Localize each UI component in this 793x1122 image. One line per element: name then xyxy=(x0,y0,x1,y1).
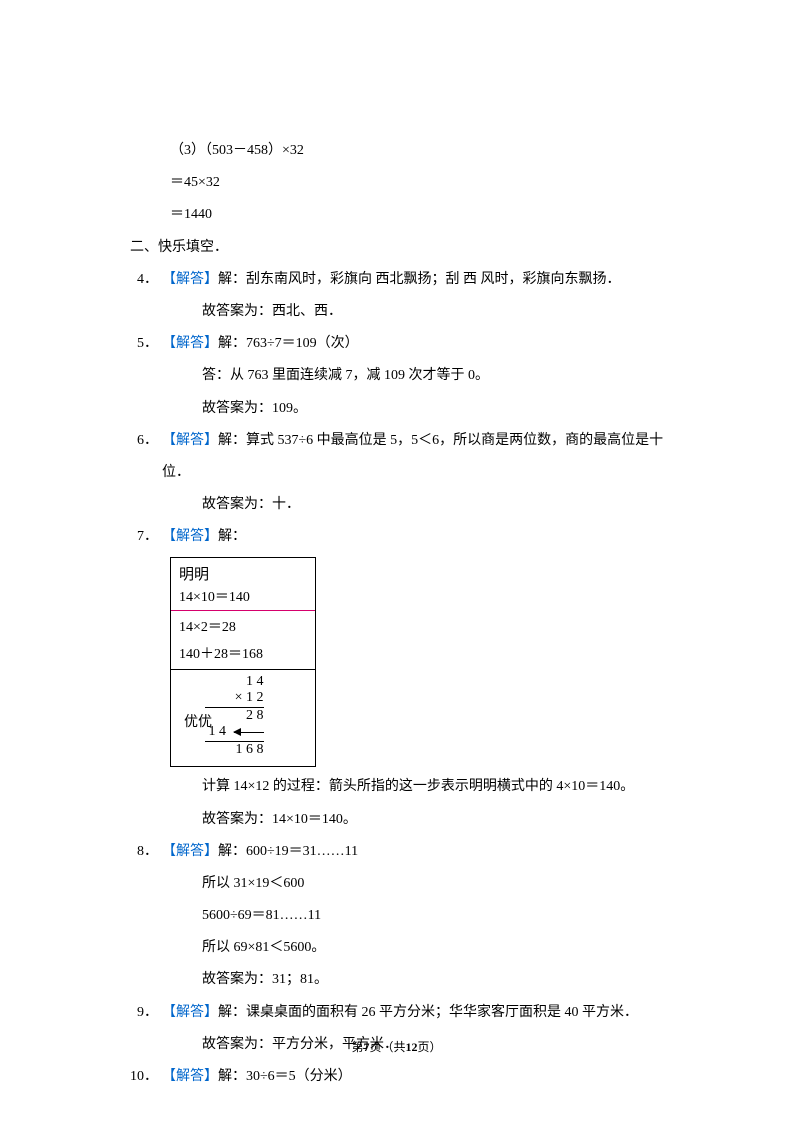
answer-text: 故答案为：31；81。 xyxy=(162,964,688,996)
arrow-icon xyxy=(234,732,264,733)
footer-text: 页） xyxy=(418,1040,442,1054)
calculation-figure: 明明 14×10＝140 14×2＝28 140＋28＝168 优优 1 4 ×… xyxy=(170,557,316,767)
question-5: 5． 【解答】解：763÷7＝109（次） 答：从 763 里面连续减 7，减 … xyxy=(130,328,688,425)
vertical-multiplication: 1 4 × 1 2 2 8 1 4 1 6 8 xyxy=(205,674,264,758)
answer-tag: 【解答】 xyxy=(162,272,218,287)
answer-line: 【解答】解：30÷6＝5（分米） xyxy=(162,1061,688,1093)
intro-line: ＝1440 xyxy=(130,199,688,231)
page-content: （3）（503－458）×32 ＝45×32 ＝1440 二、快乐填空． 4． … xyxy=(0,0,793,1093)
intro-line: ＝45×32 xyxy=(130,167,688,199)
vmul-row: 1 4 xyxy=(205,674,264,690)
question-number: 7． xyxy=(130,521,162,553)
question-7: 7． 【解答】解： xyxy=(130,521,688,553)
label-youyou: 优优 xyxy=(184,712,212,733)
question-number: 8． xyxy=(130,836,162,997)
divider xyxy=(171,669,315,670)
vmul-row: 2 8 xyxy=(205,708,264,724)
question-4: 4． 【解答】解：刮东南风时，彩旗向 西北飘扬；刮 西 风时，彩旗向东飘扬． 故… xyxy=(130,264,688,328)
answer-line: 【解答】解： xyxy=(162,521,688,553)
answer-text: 所以 69×81＜5600。 xyxy=(162,932,688,964)
answer-tag: 【解答】 xyxy=(162,336,218,351)
answer-text: 解：算式 537÷6 中最高位是 5，5＜6，所以商是两位数，商的最高位是十位． xyxy=(162,433,663,480)
answer-tag: 【解答】 xyxy=(162,529,218,544)
answer-text: 解： xyxy=(218,529,246,544)
label-mingming: 明明 xyxy=(179,564,307,587)
answer-line: 【解答】解：刮东南风时，彩旗向 西北飘扬；刮 西 风时，彩旗向东飘扬． xyxy=(162,264,688,296)
answer-text: 故答案为：14×10＝140。 xyxy=(162,804,688,836)
answer-text: 5600÷69＝81……11 xyxy=(162,900,688,932)
answer-tag: 【解答】 xyxy=(162,433,218,448)
vmul-row: 1 4 xyxy=(205,724,264,740)
answer-text: 故答案为：十． xyxy=(162,489,688,521)
question-6: 6． 【解答】解：算式 537÷6 中最高位是 5，5＜6，所以商是两位数，商的… xyxy=(130,425,688,522)
footer-total-pages: 12 xyxy=(406,1040,418,1054)
answer-text: 解：30÷6＝5（分米） xyxy=(218,1069,352,1084)
answer-text: 故答案为：109。 xyxy=(162,393,688,425)
answer-text: 解：课桌桌面的面积有 26 平方分米；华华家客厅面积是 40 平方米． xyxy=(218,1005,638,1020)
footer-text: 第 xyxy=(351,1040,363,1054)
answer-tag: 【解答】 xyxy=(162,1005,218,1020)
page-footer: 第7页（共12页） xyxy=(0,1034,793,1062)
intro-line: （3）（503－458）×32 xyxy=(130,135,688,167)
intro-block: （3）（503－458）×32 ＝45×32 ＝1440 xyxy=(130,135,688,232)
question-10: 10． 【解答】解：30÷6＝5（分米） xyxy=(130,1061,688,1093)
answer-line: 【解答】解：算式 537÷6 中最高位是 5，5＜6，所以商是两位数，商的最高位… xyxy=(162,425,688,489)
answer-text: 故答案为：西北、西． xyxy=(162,296,688,328)
answer-text: 解：600÷19＝31……11 xyxy=(218,844,358,859)
red-divider xyxy=(171,610,315,611)
vmul-row: 1 6 8 xyxy=(205,742,264,758)
figure-eq: 14×2＝28 xyxy=(179,617,307,638)
vmul-row: × 1 2 xyxy=(205,690,264,706)
question-number: 5． xyxy=(130,328,162,425)
answer-text: 计算 14×12 的过程：箭头所指的这一步表示明明横式中的 4×10＝140。 xyxy=(162,771,688,803)
answer-line: 【解答】解：课桌桌面的面积有 26 平方分米；华华家客厅面积是 40 平方米． xyxy=(162,997,688,1029)
answer-line: 【解答】解：763÷7＝109（次） xyxy=(162,328,688,360)
figure-eq: 14×10＝140 xyxy=(179,587,307,608)
answer-text: 所以 31×19＜600 xyxy=(162,868,688,900)
answer-text: 解：刮东南风时，彩旗向 西北飘扬；刮 西 风时，彩旗向东飘扬． xyxy=(218,272,621,287)
figure-eq: 140＋28＝168 xyxy=(179,644,307,665)
question-8: 8． 【解答】解：600÷19＝31……11 所以 31×19＜600 5600… xyxy=(130,836,688,997)
question-number: 6． xyxy=(130,425,162,522)
section-title: 二、快乐填空． xyxy=(130,232,688,264)
answer-line: 【解答】解：600÷19＝31……11 xyxy=(162,836,688,868)
answer-text: 答：从 763 里面连续减 7，减 109 次才等于 0。 xyxy=(162,360,688,392)
answer-tag: 【解答】 xyxy=(162,844,218,859)
answer-text: 解：763÷7＝109（次） xyxy=(218,336,359,351)
answer-tag: 【解答】 xyxy=(162,1069,218,1084)
question-number: 10． xyxy=(130,1061,162,1093)
question-number: 4． xyxy=(130,264,162,328)
footer-text: 页（共 xyxy=(369,1040,405,1054)
